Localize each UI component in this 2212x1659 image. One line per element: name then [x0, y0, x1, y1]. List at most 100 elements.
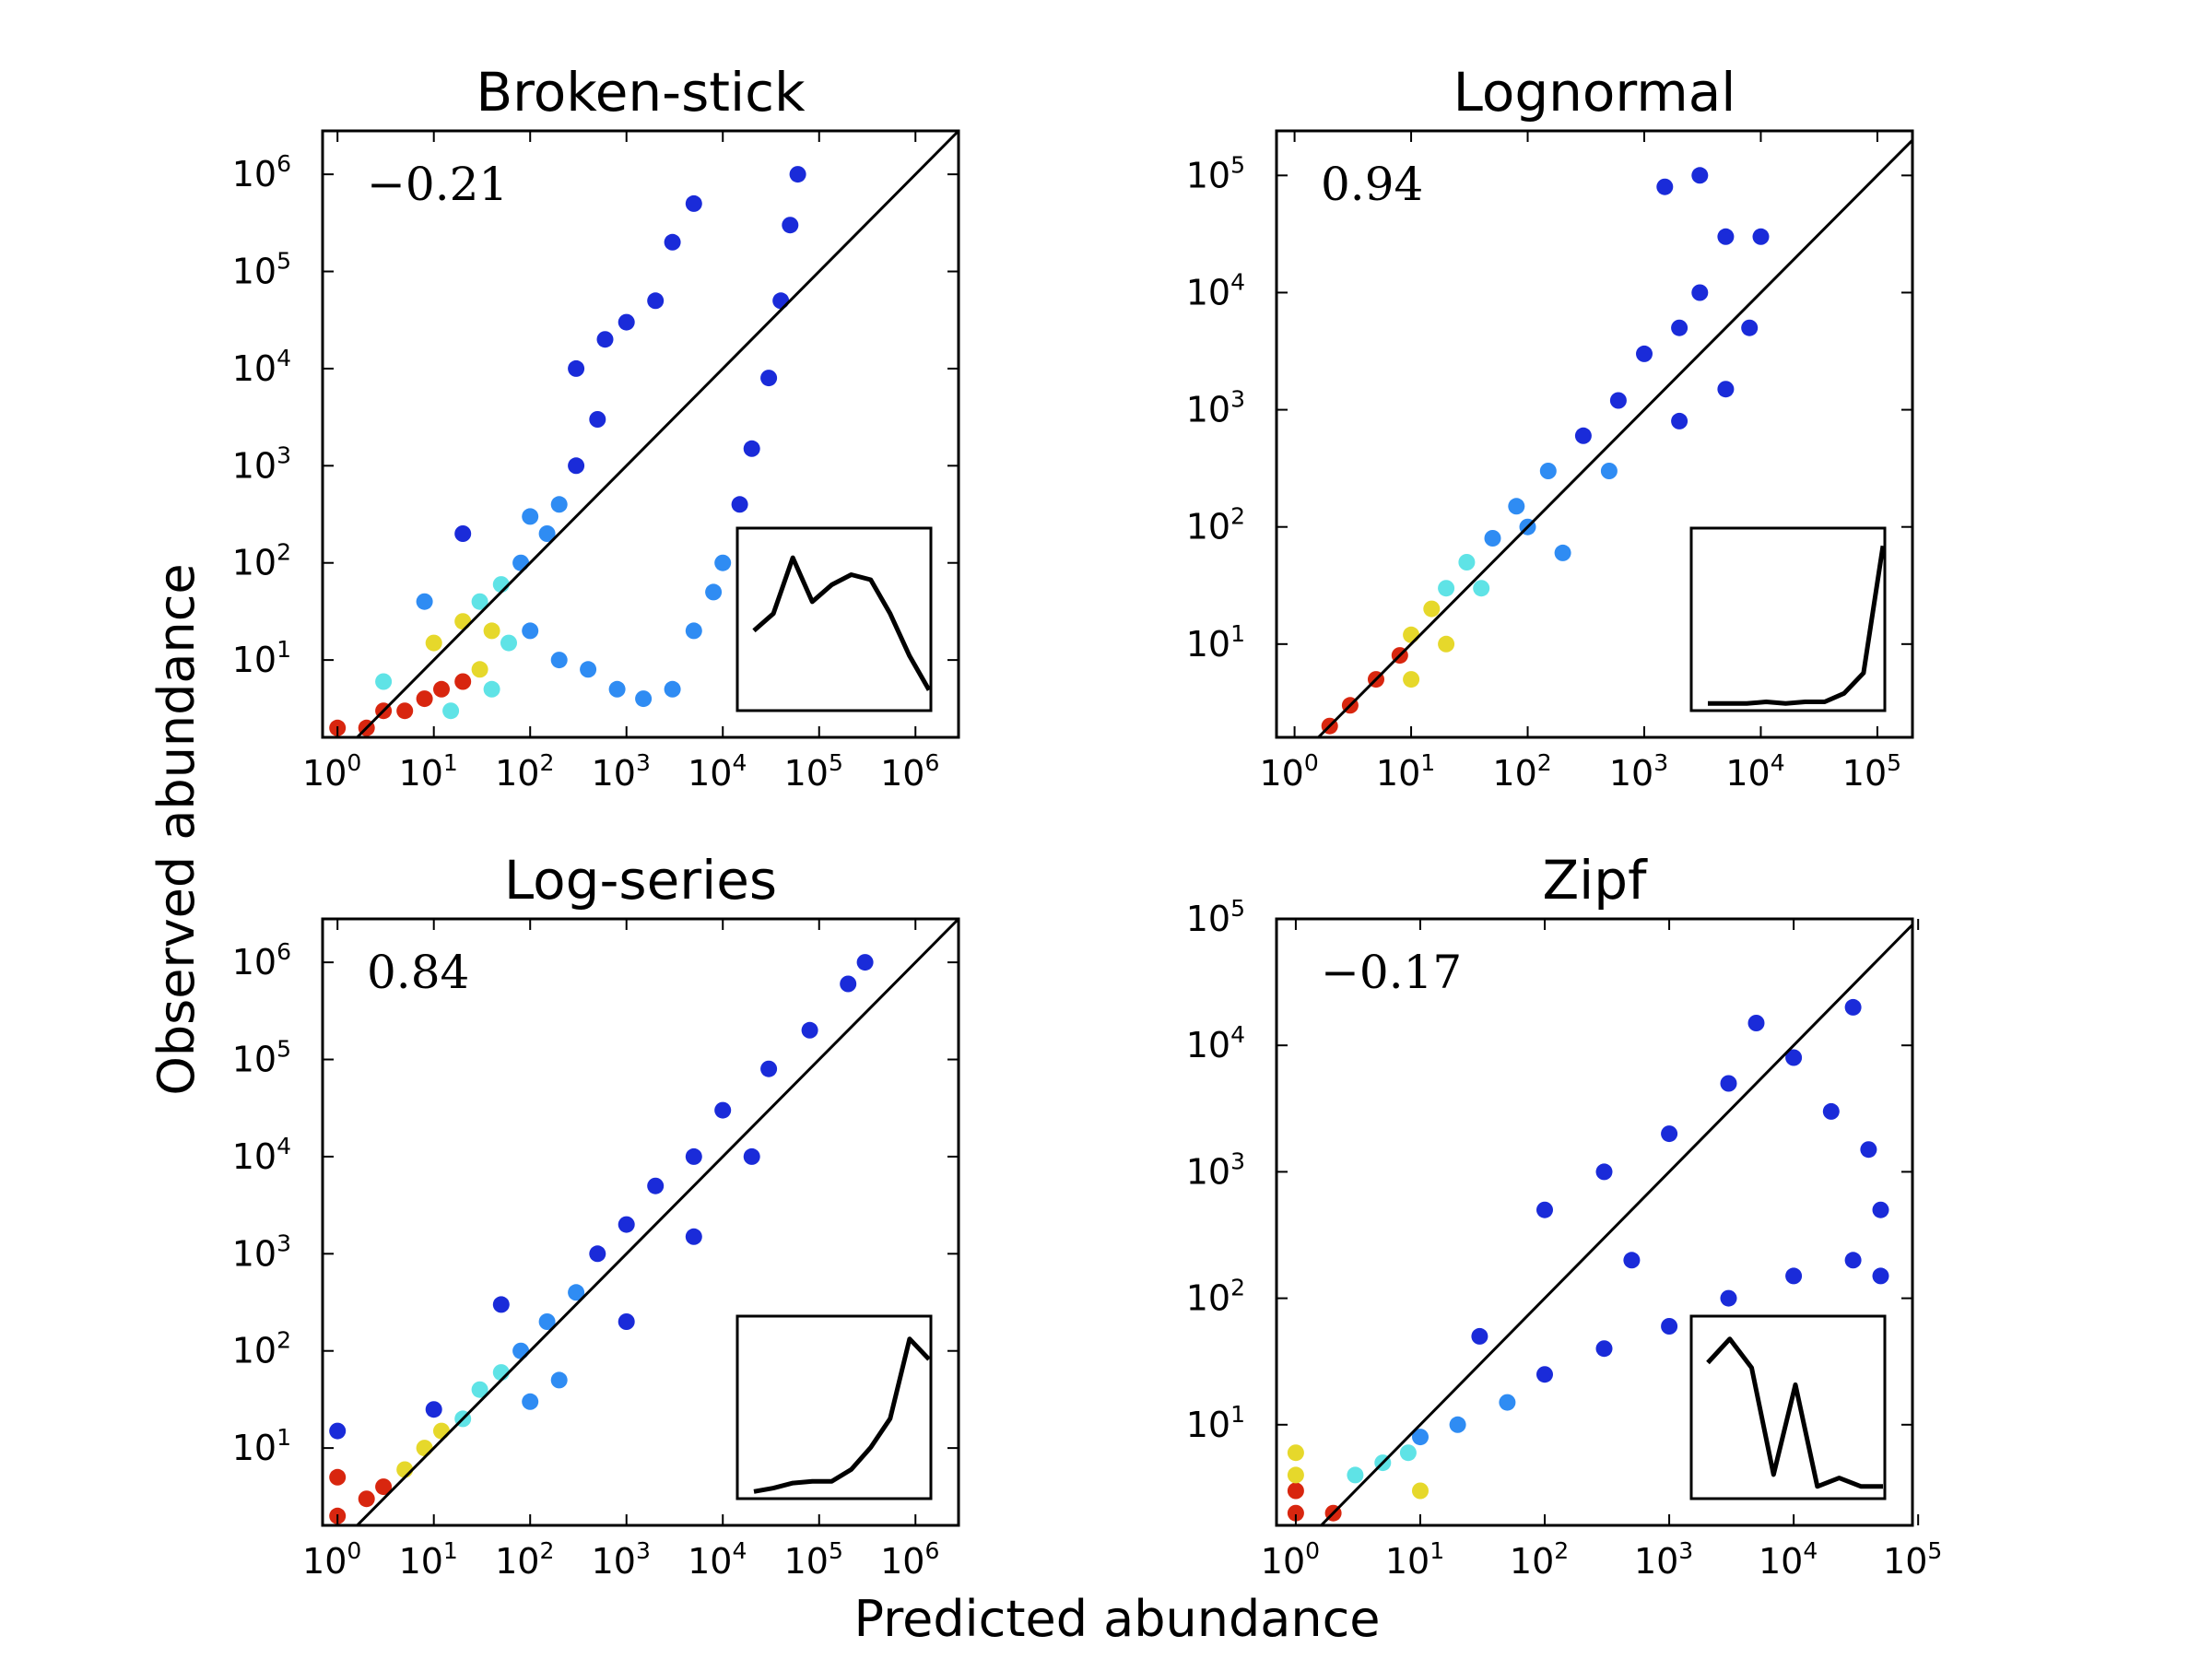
x-tick-exponent: 5 [829, 1537, 843, 1564]
scatter-point [1412, 1429, 1429, 1446]
scatter-point [425, 1401, 442, 1418]
scatter-point [1287, 1466, 1304, 1484]
y-tick-label: 105 [232, 1036, 291, 1080]
x-tick-label: 106 [880, 749, 939, 794]
scatter-point [329, 1468, 347, 1486]
y-tick-label: 104 [232, 1133, 291, 1177]
scatter-point [1661, 1125, 1678, 1143]
scatter-point [454, 613, 472, 630]
x-tick-label: 101 [1376, 749, 1435, 794]
y-tick-label: 102 [232, 1327, 291, 1371]
scatter-point [1458, 554, 1476, 571]
scatter-point [483, 680, 500, 698]
scatter-point [772, 292, 790, 310]
y-tick-exponent: 1 [1230, 1401, 1245, 1428]
scatter-point [1623, 1252, 1641, 1269]
scatter-point [1399, 1444, 1417, 1462]
scatter-points [329, 166, 806, 736]
y-tick-label: 103 [1186, 386, 1245, 430]
axes-frame [1275, 129, 1914, 739]
scatter-point [471, 593, 488, 610]
scatter-point [1785, 1267, 1803, 1285]
scatter-point [416, 690, 433, 708]
panel-title: Broken-stick [476, 61, 806, 124]
scatter-point [1484, 530, 1501, 547]
y-tick-label: 105 [1186, 895, 1245, 939]
panel-title: Log-series [504, 849, 777, 912]
y-tick-exponent: 4 [1230, 268, 1245, 295]
x-tick-exponent: 3 [636, 749, 651, 776]
scatter-point [596, 331, 614, 348]
scatter-point [685, 1147, 702, 1165]
scatter-point [329, 1422, 347, 1440]
scatter-point [1403, 671, 1420, 688]
x-tick-label: 102 [495, 749, 554, 794]
scatter-point [731, 496, 748, 513]
scatter-point [1473, 580, 1490, 597]
y-tick-exponent: 1 [1230, 620, 1245, 647]
scatter-point [647, 1177, 665, 1194]
scatter-point [1717, 228, 1735, 245]
scatter-point [801, 1021, 818, 1039]
x-tick-label: 105 [1883, 1537, 1942, 1582]
inset-frame [1689, 526, 1887, 712]
scatter-point [568, 359, 585, 377]
scatter-point [1438, 635, 1455, 653]
scatter-point [1609, 392, 1627, 409]
x-tick-label: 105 [1842, 749, 1901, 794]
y-tick-label: 101 [1186, 1401, 1245, 1445]
y-tick-exponent: 2 [276, 539, 291, 566]
scatter-point [1536, 1201, 1553, 1218]
panel-title: Lognormal [1453, 61, 1736, 124]
axes-frame [1275, 917, 1914, 1527]
x-tick-exponent: 4 [732, 749, 747, 776]
scatter-point [782, 217, 799, 234]
scatter-point [1844, 1252, 1862, 1269]
y-tick-exponent: 5 [276, 248, 291, 275]
scatter-point [568, 457, 585, 475]
y-tick-label: 103 [1186, 1147, 1245, 1192]
scatter-point [1747, 1015, 1765, 1031]
x-tick-exponent: 3 [636, 1537, 651, 1564]
x-tick-label: 104 [1759, 1537, 1818, 1582]
x-tick-exponent: 1 [1430, 1537, 1444, 1564]
y-tick-exponent: 6 [276, 150, 291, 177]
scatter-point [714, 554, 732, 571]
x-tick-label: 100 [1259, 749, 1318, 794]
x-tick-exponent: 5 [829, 749, 843, 776]
y-tick-exponent: 5 [1230, 151, 1245, 178]
scatter-point [1741, 319, 1759, 336]
panel-2: 100 101 102 103 104 105101102103104105Lognorm… [1186, 61, 1914, 794]
inset-curve [1706, 1336, 1883, 1489]
x-tick-label: 100 [1261, 1537, 1320, 1582]
scatter-point [358, 1490, 375, 1508]
x-tick-label: 103 [1634, 1537, 1693, 1582]
y-tick-exponent: 6 [276, 938, 291, 965]
x-tick-label: 103 [1609, 749, 1668, 794]
scatter-point [1822, 1102, 1840, 1120]
x-tick-label: 102 [495, 1537, 554, 1582]
scatter-point [608, 680, 626, 698]
scatter-point [1449, 1416, 1466, 1433]
scatter-point [1691, 167, 1709, 184]
y-tick-label: 101 [1186, 620, 1245, 665]
scatter-point [1287, 1504, 1304, 1522]
scatter-point [589, 411, 606, 428]
scatter-point [618, 1313, 635, 1330]
scatter-point [664, 233, 681, 251]
scatter-point [760, 370, 778, 387]
r-squared-label: −0.17 [1321, 946, 1462, 999]
y-tick-label: 104 [1186, 268, 1245, 312]
scatter-point [714, 1101, 732, 1119]
y-tick-label: 102 [232, 539, 291, 583]
inset-curve [752, 555, 932, 691]
scatter-point [647, 292, 665, 310]
y-tick-exponent: 3 [276, 441, 291, 468]
scatter-point [705, 583, 723, 601]
x-tick-label: 105 [784, 1537, 843, 1582]
scatter-point [1691, 284, 1709, 301]
scatter-point [685, 1228, 702, 1245]
scatter-point [1536, 1366, 1553, 1383]
axes-frame [321, 917, 960, 1527]
y-axis-label: Observed abundance [147, 563, 206, 1095]
